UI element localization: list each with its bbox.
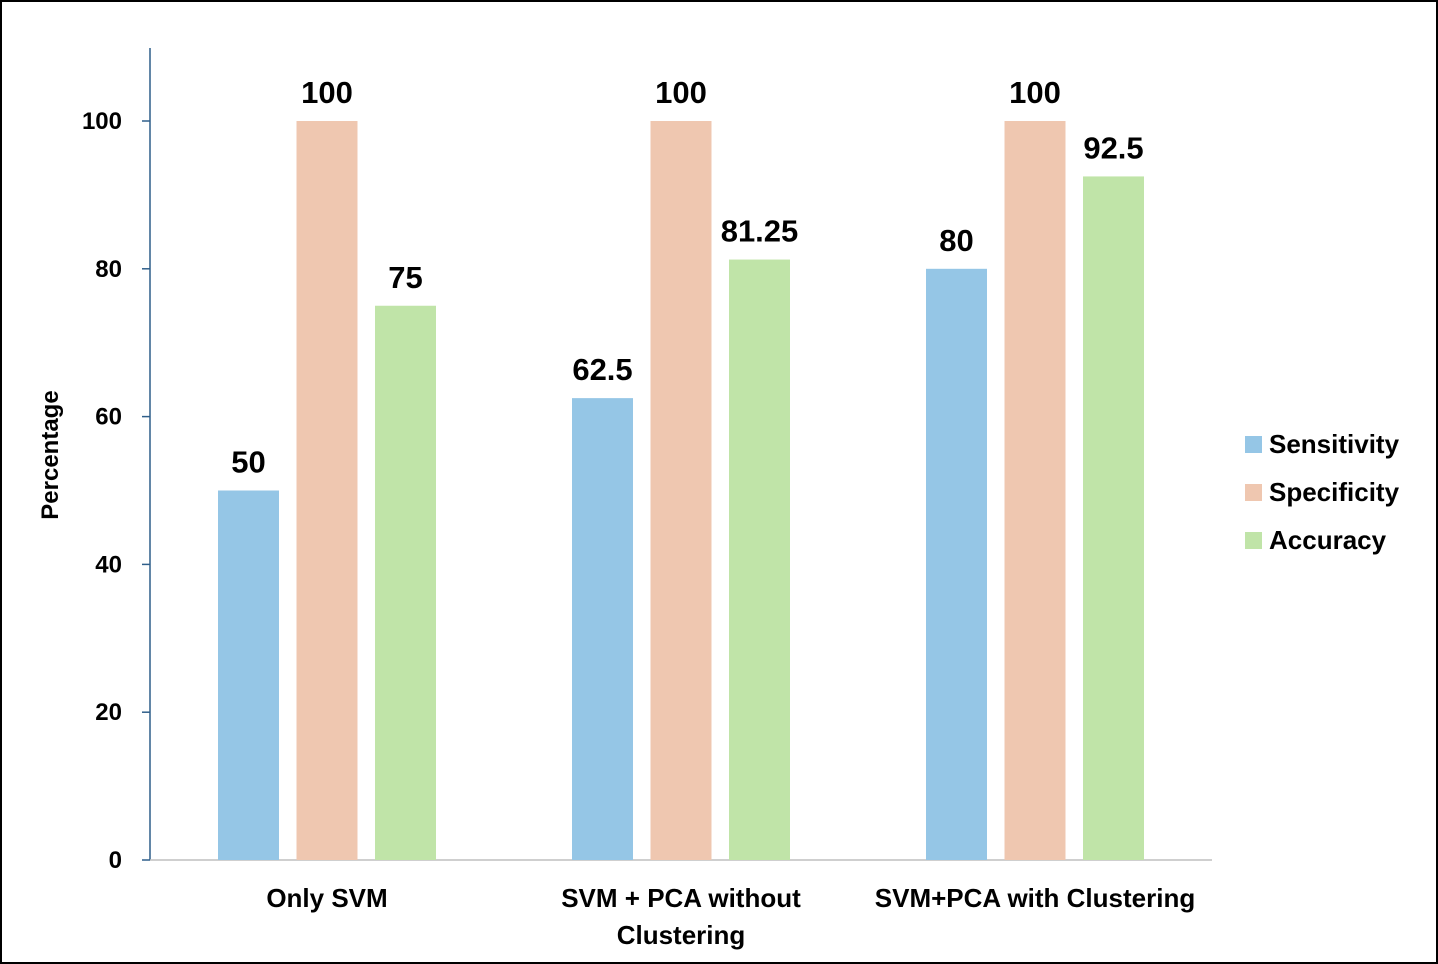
category-label: Only SVM: [266, 883, 387, 913]
data-label: 80: [939, 223, 973, 258]
data-label: 75: [388, 260, 422, 295]
data-label: 62.5: [572, 352, 632, 387]
y-tick-label: 0: [109, 847, 122, 874]
bar-sensitivity: [218, 490, 279, 860]
legend: Sensitivity Specificity Accuracy: [1245, 429, 1400, 555]
category-label: Clustering: [617, 920, 746, 950]
bars: [218, 121, 1144, 861]
data-label: 50: [231, 445, 265, 480]
y-axis-label: Percentage: [37, 390, 64, 519]
legend-swatch-sensitivity: [1245, 436, 1262, 453]
legend-label: Sensitivity: [1269, 429, 1400, 459]
data-label: 100: [655, 75, 707, 110]
bar-accuracy: [1083, 176, 1144, 861]
y-tick-label: 100: [82, 108, 122, 135]
data-label: 92.5: [1083, 130, 1143, 165]
category-label: SVM + PCA without: [561, 883, 801, 913]
legend-swatch-accuracy: [1245, 532, 1262, 549]
y-tick-label: 80: [95, 256, 122, 283]
category-label: SVM+PCA with Clustering: [875, 883, 1195, 913]
bar-specificity: [650, 121, 712, 860]
legend-label: Accuracy: [1269, 525, 1387, 555]
bar-accuracy: [375, 305, 436, 860]
bar-sensitivity: [572, 398, 633, 860]
y-tick-label: 40: [95, 551, 122, 578]
legend-label: Specificity: [1269, 477, 1400, 507]
bar-specificity: [1004, 121, 1066, 860]
data-label: 100: [1009, 75, 1061, 110]
data-label: 81.25: [721, 214, 799, 249]
legend-swatch-specificity: [1245, 484, 1262, 501]
y-tick-label: 20: [95, 699, 122, 726]
category-labels: Only SVM SVM + PCA without Clustering SVM+P…: [266, 883, 1195, 950]
bar-accuracy: [729, 259, 790, 860]
y-tick-label: 60: [95, 404, 122, 431]
data-label: 100: [301, 75, 353, 110]
bar-specificity: [296, 121, 358, 860]
bar-sensitivity: [926, 268, 987, 860]
data-labels: 50 62.5 80 100 100 100 75 81.25 92.5: [231, 75, 1143, 480]
